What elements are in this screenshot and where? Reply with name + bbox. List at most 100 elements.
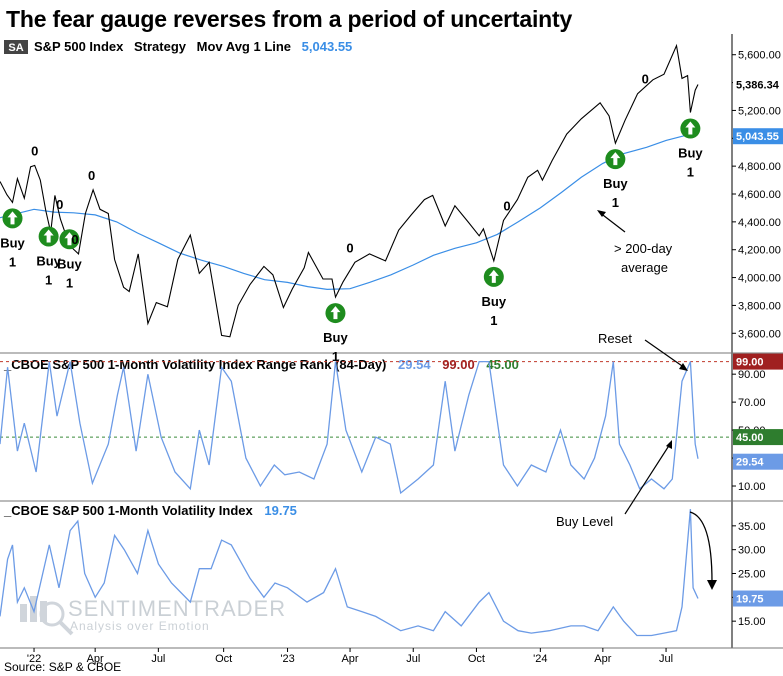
ma-last-label: 5,043.55 — [736, 131, 779, 143]
up-arrow-icon — [43, 229, 54, 243]
page-title: The fear gauge reverses from a period of… — [6, 6, 573, 32]
reset-arrow-icon — [679, 363, 688, 371]
range-rank-legend-name: _CBOE S&P 500 1-Month Volatility Index R… — [3, 357, 386, 372]
lower-last-label-bg — [733, 429, 783, 446]
callout-text-line2: average — [621, 260, 668, 275]
reset-label: Reset — [598, 331, 632, 346]
y-tick-label: 30.00 — [738, 545, 766, 557]
y-tick-label: 5,600.00 — [738, 50, 781, 62]
volatility-line — [0, 509, 699, 637]
range-rank-last-values: 99.00 45.00 29.54 — [733, 353, 783, 470]
buy-label: Buy — [603, 176, 628, 191]
range-rank-legend: _CBOE S&P 500 1-Month Volatility Index R… — [3, 357, 519, 372]
up-arrow-icon — [7, 211, 18, 225]
buy-count: 1 — [332, 349, 339, 364]
y-tick-label: 4,800.00 — [738, 161, 781, 173]
buy-signal-5: Buy 1 — [482, 266, 507, 328]
zero-marker: 0 — [642, 72, 649, 87]
y-tick-label: 25.00 — [738, 569, 766, 581]
volatility-legend: _CBOE S&P 500 1-Month Volatility Index 1… — [3, 503, 297, 518]
range-rank-legend-upper: 99.00 — [442, 357, 475, 372]
watermark-bar-icon — [20, 604, 27, 622]
buy-count: 1 — [687, 165, 694, 180]
lower-last-label: 45.00 — [736, 432, 764, 444]
volatility-last-label-bg — [733, 590, 783, 607]
buy-level-annotation: Buy Level — [556, 440, 672, 529]
x-tick-label: Jul — [659, 653, 673, 665]
buy-label: Buy — [482, 294, 507, 309]
price-panel: SA S&P 500 Index Strategy Mov Avg 1 Line… — [0, 39, 783, 364]
y-tick-label: 4,400.00 — [738, 217, 781, 229]
buy-signal-7: Buy 1 — [678, 118, 703, 180]
price-legend-symbol: S&P 500 Index — [34, 39, 124, 54]
x-tick-label: '24 — [533, 653, 547, 665]
price-legend-strategy: Strategy — [134, 39, 187, 54]
x-tick-label: '23 — [280, 653, 294, 665]
buy-signal-4: Buy 1 — [323, 303, 349, 364]
buy-signal-1: Buy 1 — [0, 208, 26, 269]
y-tick-label: 3,800.00 — [738, 300, 781, 312]
y-tick-label: 15.00 — [738, 616, 766, 628]
volatility-legend-name: _CBOE S&P 500 1-Month Volatility Index — [3, 503, 254, 518]
buy-count: 1 — [490, 313, 497, 328]
zero-marker: 0 — [88, 168, 95, 183]
buy-level-arrow-icon — [666, 440, 672, 449]
price-legend-indicator: Mov Avg 1 Line — [197, 39, 291, 54]
buy-count: 1 — [45, 272, 52, 287]
watermark-name: SENTIMENTRADER — [68, 596, 286, 621]
up-arrow-icon — [685, 121, 696, 135]
y-tick-label: 5,200.00 — [738, 105, 781, 117]
volatility-panel: _CBOE S&P 500 1-Month Volatility Index 1… — [0, 503, 783, 637]
volatility-last-values: 19.75 — [733, 590, 783, 607]
range-rank-line — [0, 360, 699, 495]
y-tick-label: 70.00 — [738, 397, 766, 409]
price-legend: S&P 500 Index Strategy Mov Avg 1 Line 5,… — [34, 39, 352, 54]
x-tick-label: Jul — [151, 653, 165, 665]
buy-count: 1 — [66, 275, 73, 290]
volatility-last-label: 19.75 — [736, 594, 764, 606]
buy-label: Buy — [678, 146, 703, 161]
up-arrow-icon — [330, 306, 341, 320]
buy-signal-3: Buy 1 — [57, 229, 83, 290]
zero-marker: 0 — [56, 197, 63, 212]
watermark-magnifier-handle-icon — [58, 620, 74, 636]
buy-signals: Buy 1 Buy 1 Buy 1 Buy 1 Buy 1 Buy 1 Buy 1 — [0, 118, 703, 364]
price-last-values: 5,386.34 5,043.55 — [733, 76, 783, 145]
buy-label: Buy — [57, 256, 82, 271]
callout-arrow-icon — [597, 210, 606, 217]
y-tick-label: 4,200.00 — [738, 245, 781, 257]
price-legend-value: 5,043.55 — [302, 39, 353, 54]
rank-last-label: 29.54 — [736, 457, 764, 469]
x-axis: '22 Apr Jul Oct '23 Apr Jul Oct '24 Apr Jul — [27, 648, 673, 665]
zero-marker: 0 — [31, 143, 38, 158]
source-note: Source: S&P & CBOE — [4, 660, 121, 674]
y-tick-label: 35.00 — [738, 521, 766, 533]
price-line — [0, 43, 699, 338]
price-last-label-bg — [733, 76, 783, 93]
x-tick-label: Jul — [406, 653, 420, 665]
reset-annotation: Reset — [598, 331, 688, 371]
buy-signal-6: Buy 1 — [603, 149, 628, 210]
x-tick-label: Oct — [215, 653, 232, 665]
callout-text-line1: > 200-day — [614, 241, 673, 256]
zero-marker: 0 — [71, 232, 78, 247]
upper-last-label-bg — [733, 353, 783, 370]
range-rank-panel: _CBOE S&P 500 1-Month Volatility Index R… — [0, 331, 783, 529]
moving-average-line — [0, 131, 699, 291]
chart-frame — [0, 34, 783, 649]
up-arrow-icon — [64, 232, 75, 246]
symbol-badge — [4, 40, 28, 54]
buy-signal-2: Buy 1 — [36, 226, 62, 287]
range-rank-legend-value: 29.54 — [398, 357, 431, 372]
y-tick-label: 90.00 — [738, 369, 766, 381]
watermark-tagline: Analysis over Emotion — [70, 619, 210, 633]
y-tick-label: 10.00 — [738, 481, 766, 493]
price-last-label: 5,386.34 — [736, 79, 780, 91]
x-tick-label: Oct — [468, 653, 485, 665]
watermark-bar-icon — [40, 601, 47, 622]
buy-count: 1 — [612, 195, 619, 210]
zero-marker: 0 — [346, 240, 353, 255]
x-tick-label: Apr — [341, 653, 358, 665]
